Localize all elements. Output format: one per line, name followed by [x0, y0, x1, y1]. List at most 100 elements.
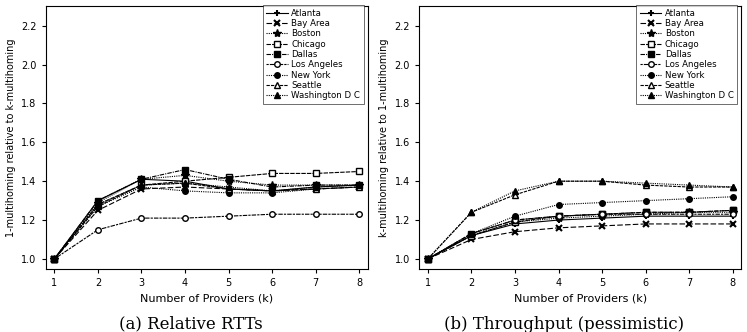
Atlanta	[685, 214, 694, 218]
Chicago	[355, 170, 364, 174]
Los Angeles	[510, 218, 519, 222]
Chicago	[424, 257, 433, 261]
New York	[424, 257, 433, 261]
Chicago	[224, 175, 233, 179]
Dallas	[311, 183, 320, 187]
Boston	[728, 210, 737, 214]
Legend: Atlanta, Bay Area, Boston, Chicago, Dallas, Los Angeles, New York, Seattle, Wash: Atlanta, Bay Area, Boston, Chicago, Dall…	[263, 5, 364, 104]
Dallas	[137, 177, 146, 181]
Bay Area	[267, 189, 276, 193]
Atlanta	[467, 234, 476, 238]
Atlanta	[728, 214, 737, 218]
Line: Dallas: Dallas	[425, 208, 736, 262]
Chicago	[467, 234, 476, 238]
Seattle	[137, 183, 146, 187]
Seattle	[181, 181, 190, 185]
Atlanta	[598, 216, 607, 220]
Chicago	[93, 203, 102, 207]
Line: Seattle: Seattle	[425, 178, 736, 262]
Boston	[137, 177, 146, 181]
Line: Washington D C: Washington D C	[425, 178, 736, 262]
Boston	[641, 212, 650, 216]
Seattle	[598, 179, 607, 183]
Chicago	[311, 171, 320, 175]
Chicago	[554, 214, 563, 218]
Line: Atlanta: Atlanta	[51, 176, 363, 262]
New York	[467, 232, 476, 236]
Seattle	[424, 257, 433, 261]
Line: Boston: Boston	[50, 171, 363, 263]
Boston	[467, 234, 476, 238]
Chicago	[267, 171, 276, 175]
Boston	[93, 201, 102, 205]
Line: Dallas: Dallas	[52, 167, 362, 262]
Bay Area	[93, 208, 102, 212]
Los Angeles	[50, 257, 59, 261]
Bay Area	[424, 257, 433, 261]
Washington D C	[355, 183, 364, 187]
Dallas	[467, 232, 476, 236]
Los Angeles	[467, 232, 476, 236]
Chicago	[728, 208, 737, 212]
Chicago	[641, 210, 650, 214]
Boston	[685, 210, 694, 214]
Bay Area	[728, 222, 737, 226]
Boston	[311, 183, 320, 187]
Line: Bay Area: Bay Area	[51, 184, 363, 262]
Atlanta	[50, 257, 59, 261]
Los Angeles	[728, 212, 737, 216]
Legend: Atlanta, Bay Area, Boston, Chicago, Dallas, Los Angeles, New York, Seattle, Wash: Atlanta, Bay Area, Boston, Chicago, Dall…	[636, 5, 737, 104]
Line: Chicago: Chicago	[425, 208, 736, 262]
Boston	[224, 179, 233, 183]
Seattle	[467, 210, 476, 214]
Dallas	[554, 214, 563, 218]
Line: Atlanta: Atlanta	[424, 213, 737, 262]
Washington D C	[554, 179, 563, 183]
Seattle	[641, 183, 650, 187]
Line: New York: New York	[52, 184, 362, 262]
Atlanta	[93, 199, 102, 203]
Bay Area	[181, 185, 190, 189]
Los Angeles	[267, 212, 276, 216]
Los Angeles	[93, 228, 102, 232]
Boston	[598, 214, 607, 218]
Los Angeles	[224, 214, 233, 218]
Bay Area	[641, 222, 650, 226]
Washington D C	[93, 203, 102, 207]
Line: Boston: Boston	[424, 208, 737, 263]
Washington D C	[224, 185, 233, 189]
New York	[641, 199, 650, 203]
Text: (b) Throughput (pessimistic): (b) Throughput (pessimistic)	[444, 316, 684, 332]
Washington D C	[50, 257, 59, 261]
Seattle	[311, 187, 320, 191]
Los Angeles	[641, 212, 650, 216]
Seattle	[554, 179, 563, 183]
Seattle	[728, 185, 737, 189]
Seattle	[510, 193, 519, 197]
Line: Los Angeles: Los Angeles	[425, 211, 736, 262]
Seattle	[224, 187, 233, 191]
Chicago	[510, 220, 519, 224]
Dallas	[728, 208, 737, 212]
Line: Chicago: Chicago	[52, 169, 362, 262]
Dallas	[510, 218, 519, 222]
Atlanta	[554, 218, 563, 222]
New York	[311, 187, 320, 191]
New York	[50, 257, 59, 261]
Washington D C	[467, 210, 476, 214]
Atlanta	[267, 189, 276, 193]
Washington D C	[598, 179, 607, 183]
Dallas	[93, 199, 102, 203]
Dallas	[685, 210, 694, 214]
Bay Area	[355, 185, 364, 189]
Bay Area	[598, 224, 607, 228]
Atlanta	[311, 185, 320, 189]
New York	[267, 191, 276, 195]
Chicago	[685, 210, 694, 214]
Atlanta	[424, 257, 433, 261]
Washington D C	[311, 185, 320, 189]
Dallas	[598, 212, 607, 216]
New York	[181, 189, 190, 193]
Seattle	[50, 257, 59, 261]
Bay Area	[510, 230, 519, 234]
